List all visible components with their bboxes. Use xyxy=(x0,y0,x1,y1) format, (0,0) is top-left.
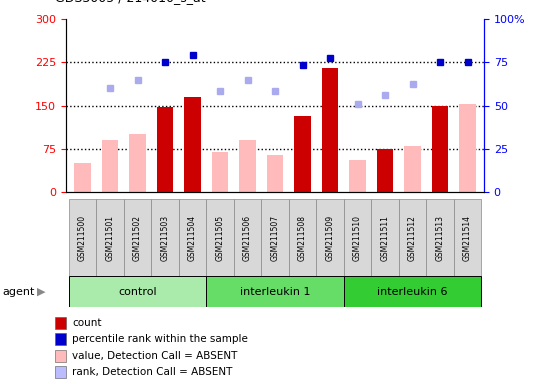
Bar xyxy=(432,106,448,192)
Bar xyxy=(316,199,344,276)
Text: GSM211500: GSM211500 xyxy=(78,215,87,261)
Bar xyxy=(124,199,151,276)
Bar xyxy=(55,333,66,345)
Text: GSM211504: GSM211504 xyxy=(188,215,197,261)
Text: GSM211511: GSM211511 xyxy=(381,215,389,261)
Bar xyxy=(267,155,283,192)
Bar xyxy=(399,199,426,276)
Text: GSM211513: GSM211513 xyxy=(436,215,444,261)
Bar xyxy=(157,107,173,192)
Bar xyxy=(206,276,344,307)
Bar xyxy=(454,199,481,276)
Text: GSM211505: GSM211505 xyxy=(216,215,224,261)
Bar xyxy=(55,317,66,329)
Bar xyxy=(206,199,234,276)
Text: interleukin 6: interleukin 6 xyxy=(377,287,448,297)
Text: GSM211510: GSM211510 xyxy=(353,215,362,261)
Bar xyxy=(69,276,206,307)
Bar xyxy=(129,134,146,192)
Text: GDS3005 / 214010_s_at: GDS3005 / 214010_s_at xyxy=(55,0,206,4)
Text: value, Detection Call = ABSENT: value, Detection Call = ABSENT xyxy=(72,351,238,361)
Text: interleukin 1: interleukin 1 xyxy=(240,287,310,297)
Bar xyxy=(55,350,66,362)
Bar xyxy=(212,152,228,192)
Bar xyxy=(102,140,118,192)
Bar xyxy=(179,199,206,276)
Text: GSM211506: GSM211506 xyxy=(243,215,252,261)
Text: GSM211514: GSM211514 xyxy=(463,215,472,261)
Bar xyxy=(371,199,399,276)
Text: percentile rank within the sample: percentile rank within the sample xyxy=(72,334,248,344)
Bar xyxy=(289,199,316,276)
Bar xyxy=(151,199,179,276)
Text: agent: agent xyxy=(3,287,35,297)
Bar xyxy=(261,199,289,276)
Bar xyxy=(426,199,454,276)
Bar xyxy=(349,161,366,192)
Bar xyxy=(55,366,66,378)
Bar xyxy=(96,199,124,276)
Text: ▶: ▶ xyxy=(37,287,46,297)
Bar xyxy=(377,149,393,192)
Text: count: count xyxy=(72,318,102,328)
Text: GSM211512: GSM211512 xyxy=(408,215,417,261)
Text: GSM211502: GSM211502 xyxy=(133,215,142,261)
Text: GSM211503: GSM211503 xyxy=(161,215,169,261)
Bar xyxy=(294,116,311,192)
Text: rank, Detection Call = ABSENT: rank, Detection Call = ABSENT xyxy=(72,367,233,377)
Text: GSM211501: GSM211501 xyxy=(106,215,114,261)
Text: GSM211509: GSM211509 xyxy=(326,215,334,261)
Bar xyxy=(69,199,96,276)
Bar xyxy=(344,199,371,276)
Bar xyxy=(239,140,256,192)
Bar xyxy=(234,199,261,276)
Text: control: control xyxy=(118,287,157,297)
Text: GSM211507: GSM211507 xyxy=(271,215,279,261)
Bar xyxy=(184,97,201,192)
Bar xyxy=(322,68,338,192)
Bar xyxy=(344,276,481,307)
Bar xyxy=(74,163,91,192)
Bar xyxy=(404,146,421,192)
Text: GSM211508: GSM211508 xyxy=(298,215,307,261)
Bar xyxy=(459,104,476,192)
